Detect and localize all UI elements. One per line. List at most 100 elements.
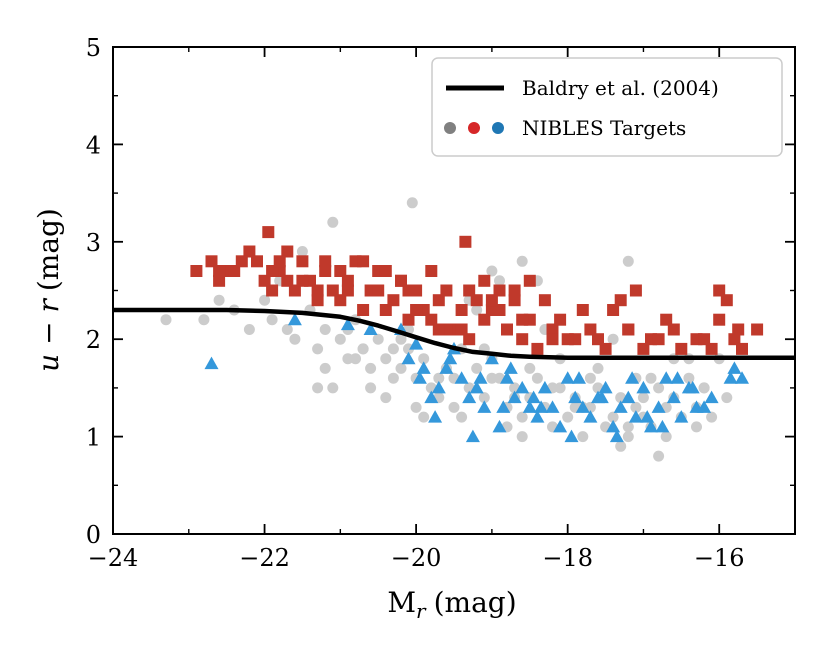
red-square-point [190,265,203,277]
red-square-point [319,255,332,268]
red-square-point [637,342,650,355]
red-square-point [584,323,597,336]
blue-triangle-point [465,429,480,443]
red-square-point [599,342,612,355]
red-square-point [357,304,370,316]
blue-triangle-point [424,390,439,404]
blue-triangle-point [659,371,674,384]
red-square-point [607,304,620,316]
grey-point [637,392,649,404]
tick-labels-layer: −24 −22 −20 −18 −16 0 1 2 3 4 5 [86,34,745,572]
grey-point [524,362,536,374]
red-square-point [432,323,445,336]
blue-triangle-point [204,356,219,370]
grey-point [395,333,407,345]
grey-point [456,411,468,423]
red-square-point [463,284,476,297]
red-square-point [736,342,748,355]
grey-point [486,372,498,384]
grey-point [615,440,627,452]
red-square-point [243,245,256,258]
red-square-point [652,333,665,346]
blue-triangle-point [473,371,488,384]
grey-point [312,382,324,394]
baldry-line-layer [113,307,795,360]
blue-triangle-point [564,429,579,443]
data-points-layer [160,197,764,462]
blue-triangle-point [469,380,484,394]
grey-point [296,246,308,257]
red-square-point [751,323,764,336]
red-square-point [395,274,407,287]
grey-point [342,353,354,365]
grey-point [471,304,483,316]
y-tick-label: 0 [86,521,101,549]
blue-triangle-point [522,400,537,413]
blue-triangle-point [484,351,499,365]
red-square-point [410,304,423,316]
blue-triangle-point [409,337,424,350]
red-square-point [379,304,392,316]
red-square-point [440,284,453,297]
blue-triangle-point [537,380,552,394]
blue-triangle-point [507,390,522,404]
blue-triangle-point [287,312,302,326]
grey-point [213,294,225,306]
blue-triangle-point [515,380,530,394]
grey-point [334,333,346,345]
grey-point [721,392,733,404]
blue-triangle-point [723,371,738,384]
grey-point [698,382,710,394]
grey-point [365,382,377,394]
blue-triangle-point [655,419,670,433]
red-square-point [213,265,226,277]
grey-point [584,372,596,384]
grey-point [406,197,418,209]
x-tick-label: −24 [88,544,139,572]
red-square-point [629,284,642,297]
red-square-point [493,284,506,297]
x-axis-title-sub: r [416,599,427,623]
blue-triangle-point [530,410,545,423]
red-square-point [705,342,718,355]
red-square-point [660,313,673,326]
red-square-point [614,294,627,307]
grey-point [160,314,172,326]
blue-triangle-point [454,371,469,384]
grey-point [281,324,293,335]
red-square-point [349,255,362,268]
red-square-point [379,265,392,277]
red-square-point [459,235,472,248]
red-square-point [493,304,506,316]
legend-dot-grey [444,122,456,134]
red-square-point [501,323,513,336]
x-tick-label: −16 [694,544,745,572]
grey-point [433,372,445,384]
blue-triangle-point [575,400,590,413]
blue-triangle-point [644,419,658,433]
grey-point [577,431,589,443]
blue-triangle-point [503,361,518,374]
x-tick-label: −18 [542,544,593,572]
red-square-point [732,323,745,336]
red-square-point [334,265,347,277]
blue-triangle-point [674,410,689,423]
blue-triangle-point [609,429,624,443]
red-square-point [622,323,635,336]
blue-triangle-point [477,400,492,413]
grey-point [516,411,528,423]
grey-point [516,431,528,443]
red-square-point [319,265,332,277]
red-square-point [523,274,536,287]
red-square-point [508,284,521,297]
grey-point [478,392,490,404]
red-square-point [357,255,370,268]
blue-triangle-point [500,371,514,384]
red-square-point [205,255,218,268]
red-square-point [478,274,491,287]
grey-point [365,362,377,374]
grey-point [562,411,574,423]
blue-triangle-point [428,410,443,423]
red-square-point [546,333,559,346]
grey-point [622,421,634,433]
